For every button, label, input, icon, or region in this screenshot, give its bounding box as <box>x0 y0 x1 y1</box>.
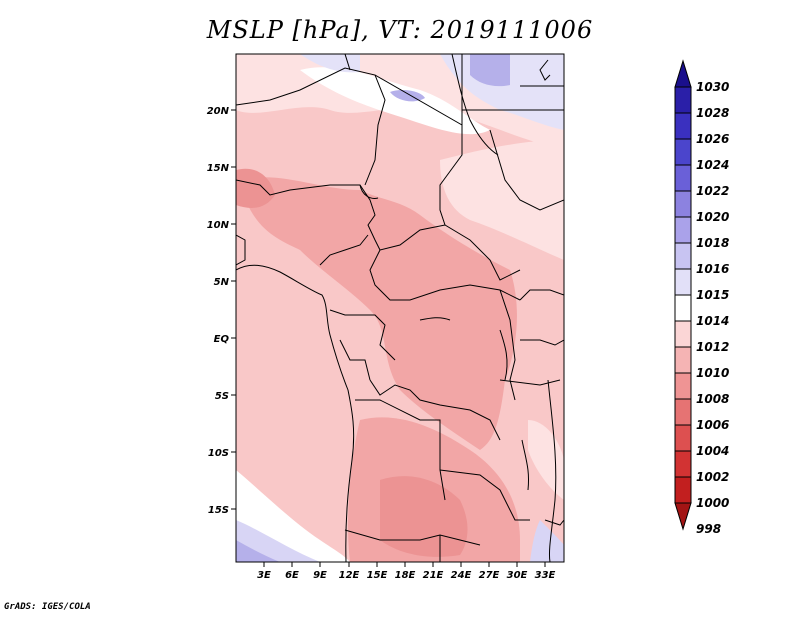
colorbar-label: 1006 <box>696 418 729 432</box>
colorbar-label: 1014 <box>696 314 729 328</box>
lat-label-5n: 5N <box>214 277 230 288</box>
colorbar-label: 1026 <box>696 132 729 146</box>
field-se-blue <box>530 520 564 562</box>
border-chad-sudan <box>374 74 463 226</box>
lon-label-9e: 9E <box>313 570 327 581</box>
border-west-coast <box>236 234 246 266</box>
lon-label-6e: 6E <box>285 570 299 581</box>
colorbar-label: 1012 <box>696 340 729 354</box>
lat-label-5s: 5S <box>215 391 229 402</box>
colorbar-swatch <box>674 190 692 218</box>
lon-label-33e: 33E <box>535 570 556 581</box>
colorbar-swatch <box>674 398 692 426</box>
lake-malawi <box>521 439 529 491</box>
colorbar-swatch <box>674 138 692 166</box>
coast-indian <box>547 379 557 562</box>
colorbar-top-arrow <box>674 59 692 88</box>
colorbar: 1030 1028 1026 1024 1022 1020 1018 1016 1015 1014… <box>674 59 729 536</box>
border-drc-angola <box>369 379 501 441</box>
colorbar-swatch <box>674 372 692 400</box>
lon-label-18e: 18E <box>395 570 416 581</box>
lat-label-eq: EQ <box>214 334 230 345</box>
field-east-light <box>440 140 564 260</box>
colorbar-swatch <box>674 346 692 374</box>
coast-red-sea <box>451 54 499 156</box>
colorbar-swatch <box>674 424 692 452</box>
colorbar-swatch <box>674 242 692 270</box>
lon-label-15e: 15E <box>367 570 388 581</box>
lat-label-15n: 15N <box>207 163 230 174</box>
border-car-south <box>369 249 521 301</box>
border-lake-victoria <box>520 339 564 346</box>
lon-label-24e: 24E <box>451 570 472 581</box>
lon-label-12e: 12E <box>339 570 360 581</box>
colorbar-label: 1028 <box>696 106 729 120</box>
lake-tumba <box>419 317 451 321</box>
colorbar-label: 1020 <box>696 210 729 224</box>
chart-title: MSLP [hPa], VT: 2019111006 <box>206 16 594 44</box>
colorbar-label: 1002 <box>696 470 729 484</box>
coastlines <box>236 54 557 562</box>
colorbar-swatch <box>674 216 692 244</box>
border-sinai <box>539 59 551 81</box>
colorbar-label: 1030 <box>696 80 729 94</box>
border-car-north <box>379 224 521 281</box>
colorbar-swatch <box>674 294 692 322</box>
lat-label-10n: 10N <box>207 220 230 231</box>
border-nigeria-cameroon <box>319 234 369 266</box>
colorbar-bottom-arrow <box>674 502 692 531</box>
lon-label-3e: 3E <box>257 570 271 581</box>
lon-label-21e: 21E <box>423 570 444 581</box>
colorbar-label: 1010 <box>696 366 729 380</box>
lat-label-10s: 10S <box>208 448 229 459</box>
footer-credit: GrADS: IGES/COLA <box>4 602 91 612</box>
colorbar-label: 1000 <box>696 496 729 510</box>
lake-tanganyika <box>499 329 508 381</box>
border-gabon-congo <box>329 309 396 361</box>
border-ethiopia <box>489 129 564 211</box>
lon-label-30e: 30E <box>507 570 528 581</box>
border-angola-east <box>355 399 446 501</box>
field-ne-blue-dark <box>470 54 510 87</box>
border-uganda <box>519 289 564 301</box>
border-mozambique <box>544 519 564 526</box>
border-namibia <box>344 529 481 546</box>
border-drc-east <box>499 289 516 401</box>
colorbar-swatch <box>674 164 692 192</box>
colorbar-swatch <box>674 450 692 478</box>
colorbar-label: 1018 <box>696 236 729 250</box>
lat-label-20n: 20N <box>207 106 230 117</box>
lake-chad <box>359 184 379 199</box>
coast-atlantic <box>236 264 355 562</box>
field-east-coast-light <box>528 420 564 500</box>
lat-label-15s: 15S <box>208 505 229 516</box>
pressure-field <box>236 54 564 562</box>
border-tanzania <box>499 379 561 386</box>
lon-label-27e: 27E <box>479 570 500 581</box>
longitude-axis: 3E 6E 9E 12E 15E 18E 21E 24E 27E 30E 33E <box>257 562 556 581</box>
colorbar-label: 1008 <box>696 392 729 406</box>
latitude-axis: 20N 15N 10N 5N EQ 5S 10S 15S <box>207 106 236 516</box>
colorbar-label: 1016 <box>696 262 729 276</box>
field-white-band <box>300 67 490 135</box>
colorbar-label: 1024 <box>696 158 729 172</box>
country-borders <box>236 54 564 562</box>
field-sw-blue-dark <box>236 540 280 562</box>
field-west-dark <box>236 168 275 208</box>
colorbar-label: 998 <box>696 522 721 536</box>
colorbar-label: 1015 <box>696 288 729 302</box>
colorbar-swatch <box>674 86 692 114</box>
colorbar-label: 1022 <box>696 184 729 198</box>
colorbar-label: 1004 <box>696 444 729 458</box>
colorbar-swatch <box>674 320 692 348</box>
map-frame <box>235 53 565 563</box>
field-central-dark <box>240 177 517 450</box>
colorbar-swatch <box>674 112 692 140</box>
border-zambia <box>439 469 530 521</box>
colorbar-swatch <box>674 476 692 504</box>
border-north-2 <box>344 54 351 71</box>
border-gabon-south <box>339 339 371 381</box>
colorbar-swatch <box>674 268 692 296</box>
